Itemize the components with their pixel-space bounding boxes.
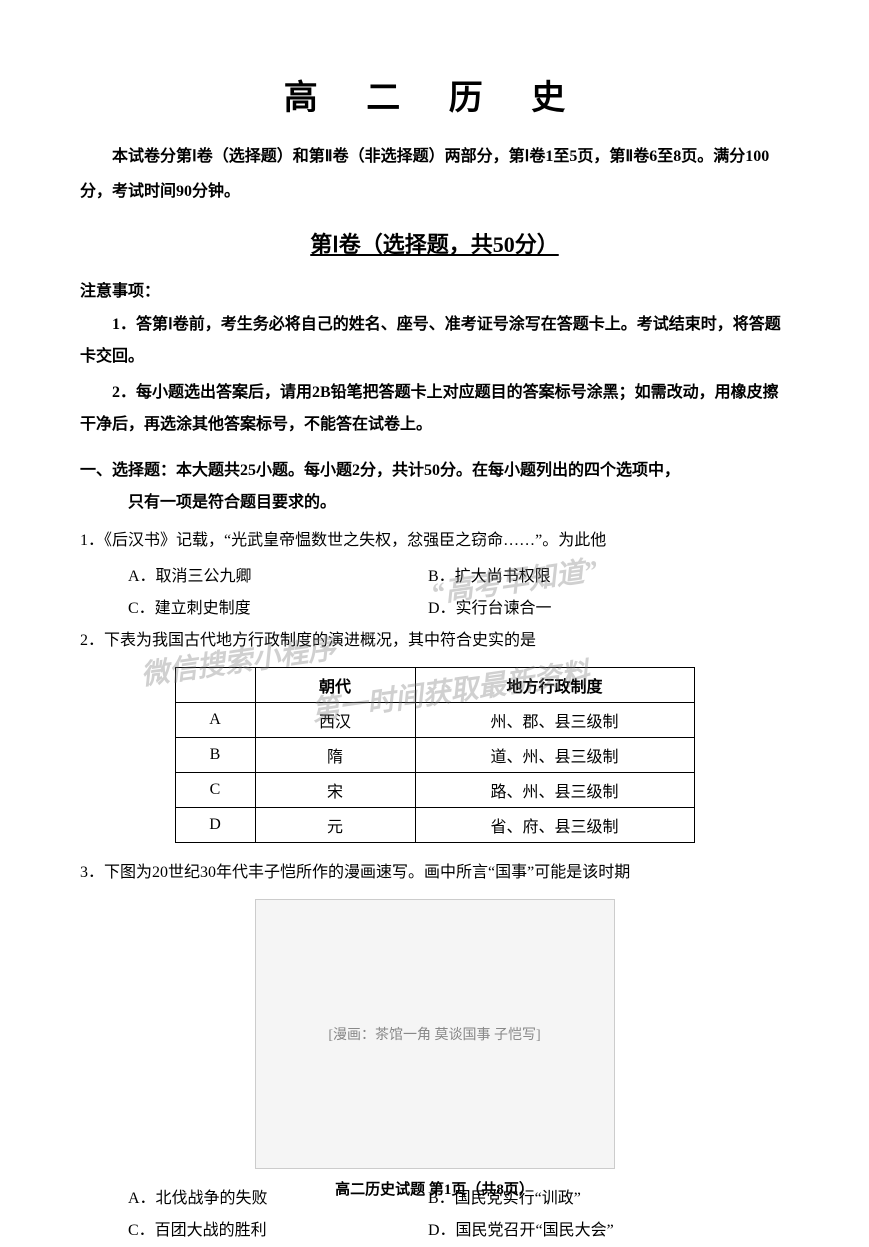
q2-cell: C	[175, 773, 255, 808]
question-3-text: 3．下图为20世纪30年代丰子恺所作的漫画速写。画中所言“国事”可能是该时期	[80, 857, 789, 889]
table-row: A 西汉 州、郡、县三级制	[175, 703, 694, 738]
question-1-options-row2: C．建立刺史制度 D．实行台谏合一	[128, 593, 789, 625]
q2-th-1: 朝代	[255, 668, 415, 703]
q2-th-2: 地方行政制度	[415, 668, 694, 703]
q3-option-c: C．百团大战的胜利	[128, 1215, 428, 1247]
q2-cell: 省、府、县三级制	[415, 808, 694, 843]
table-row: B 隋 道、州、县三级制	[175, 738, 694, 773]
notice-label: 注意事项：	[80, 277, 789, 301]
q2-cell: 路、州、县三级制	[415, 773, 694, 808]
q2-cell: B	[175, 738, 255, 773]
q2-th-0	[175, 668, 255, 703]
question-1-text: 1．《后汉书》记载，“光武皇帝愠数世之失权，忿强臣之窃命……”。为此他	[80, 525, 789, 557]
q1-option-c: C．建立刺史制度	[128, 593, 428, 625]
q2-cell: 西汉	[255, 703, 415, 738]
q2-cell: 道、州、县三级制	[415, 738, 694, 773]
notice-item-2: 2．每小题选出答案后，请用2B铅笔把答题卡上对应题目的答案标号涂黑；如需改动，用…	[80, 377, 789, 441]
question-3-options-row2: C．百团大战的胜利 D．国民党召开“国民大会”	[128, 1215, 789, 1247]
intro-text: 本试卷分第Ⅰ卷（选择题）和第Ⅱ卷（非选择题）两部分，第Ⅰ卷1至5页，第Ⅱ卷6至8…	[80, 139, 789, 209]
section-title: 第Ⅰ卷（选择题，共50分）	[80, 227, 789, 259]
q2-table-container: 朝代 地方行政制度 A 西汉 州、郡、县三级制 B 隋 道、州、县三级制 C 宋…	[175, 667, 695, 843]
q2-cell: 元	[255, 808, 415, 843]
notice-item-1: 1．答第Ⅰ卷前，考生务必将自己的姓名、座号、准考证号涂写在答题卡上。考试结束时，…	[80, 309, 789, 373]
q1-option-a: A．取消三公九卿	[128, 561, 428, 593]
q1-option-b: B．扩大尚书权限	[428, 561, 789, 593]
page-title: 高 二 历 史	[80, 70, 789, 119]
q2-cell: A	[175, 703, 255, 738]
q2-cell: 州、郡、县三级制	[415, 703, 694, 738]
section-heading-line1: 一、选择题：本大题共25小题。每小题2分，共计50分。在每小题列出的四个选项中，	[80, 462, 680, 479]
question-1-options-row1: A．取消三公九卿 B．扩大尚书权限	[128, 561, 789, 593]
page-footer: 高二历史试题 第1页（共8页）	[0, 1178, 869, 1199]
q2-cell: 宋	[255, 773, 415, 808]
table-row: C 宋 路、州、县三级制	[175, 773, 694, 808]
q2-cell: D	[175, 808, 255, 843]
section-heading: 一、选择题：本大题共25小题。每小题2分，共计50分。在每小题列出的四个选项中，…	[80, 455, 789, 519]
table-row: D 元 省、府、县三级制	[175, 808, 694, 843]
section-heading-line2: 只有一项是符合题目要求的。	[128, 494, 336, 511]
q2-cell: 隋	[255, 738, 415, 773]
q3-cartoon-image: [漫画：茶馆一角 莫谈国事 子恺写]	[255, 899, 615, 1169]
q1-option-d: D．实行台谏合一	[428, 593, 789, 625]
q3-option-d: D．国民党召开“国民大会”	[428, 1215, 789, 1247]
q2-table: 朝代 地方行政制度 A 西汉 州、郡、县三级制 B 隋 道、州、县三级制 C 宋…	[175, 667, 695, 843]
question-2-text: 2．下表为我国古代地方行政制度的演进概况，其中符合史实的是	[80, 625, 789, 657]
